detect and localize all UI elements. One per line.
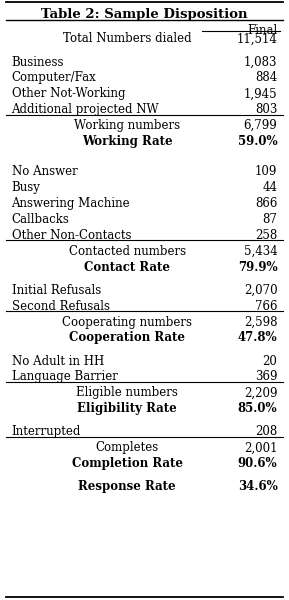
Text: Second Refusals: Second Refusals [12,299,110,313]
Text: 803: 803 [255,103,277,116]
Text: 866: 866 [255,197,277,210]
Text: 85.0%: 85.0% [238,402,277,415]
Text: Completes: Completes [96,441,159,454]
Text: Additional projected NW: Additional projected NW [12,103,159,116]
Text: Computer/Fax: Computer/Fax [12,71,96,85]
Text: 258: 258 [255,229,277,242]
Text: Final: Final [247,24,277,37]
Text: Cooperating numbers: Cooperating numbers [62,316,192,329]
Text: 34.6%: 34.6% [238,480,277,493]
Text: Answering Machine: Answering Machine [12,197,130,210]
Text: 1,083: 1,083 [244,55,277,68]
Text: Cooperation Rate: Cooperation Rate [69,331,185,344]
Text: Eligible numbers: Eligible numbers [76,386,178,400]
Text: Working Rate: Working Rate [82,135,173,148]
Text: 1,945: 1,945 [244,87,277,100]
Text: 6,799: 6,799 [244,119,277,132]
Text: Initial Refusals: Initial Refusals [12,284,101,297]
Text: Completion Rate: Completion Rate [72,457,183,470]
Text: No Answer: No Answer [12,165,77,178]
Text: 90.6%: 90.6% [238,457,277,470]
Text: 5,434: 5,434 [244,245,277,258]
Text: 2,209: 2,209 [244,386,277,400]
Text: 59.0%: 59.0% [238,135,277,148]
Text: 2,598: 2,598 [244,316,277,329]
Text: Eligibility Rate: Eligibility Rate [77,402,177,415]
Text: Total Numbers dialed: Total Numbers dialed [63,32,192,46]
Text: Other Non-Contacts: Other Non-Contacts [12,229,131,242]
Text: Contacted numbers: Contacted numbers [68,245,186,258]
Text: Language Barrier: Language Barrier [12,370,117,383]
Text: 87: 87 [263,213,277,226]
Text: 44: 44 [262,181,277,194]
Text: 79.9%: 79.9% [238,260,277,274]
Text: Callbacks: Callbacks [12,213,69,226]
Text: 47.8%: 47.8% [238,331,277,344]
Text: Interrupted: Interrupted [12,425,81,439]
Text: 20: 20 [263,355,277,368]
Text: 2,070: 2,070 [244,284,277,297]
Text: No Adult in HH: No Adult in HH [12,355,104,368]
Text: 766: 766 [255,299,277,313]
Text: Contact Rate: Contact Rate [84,260,170,274]
Text: Business: Business [12,55,64,68]
Text: 11,514: 11,514 [237,32,277,46]
Text: 109: 109 [255,165,277,178]
Text: 884: 884 [255,71,277,85]
Text: 2,001: 2,001 [244,441,277,454]
Text: 369: 369 [255,370,277,383]
Text: Other Not-Working: Other Not-Working [12,87,125,100]
Text: Busy: Busy [12,181,40,194]
Text: Response Rate: Response Rate [78,480,176,493]
Text: Table 2: Sample Disposition: Table 2: Sample Disposition [41,8,248,21]
Text: Working numbers: Working numbers [74,119,180,132]
Text: 208: 208 [255,425,277,439]
